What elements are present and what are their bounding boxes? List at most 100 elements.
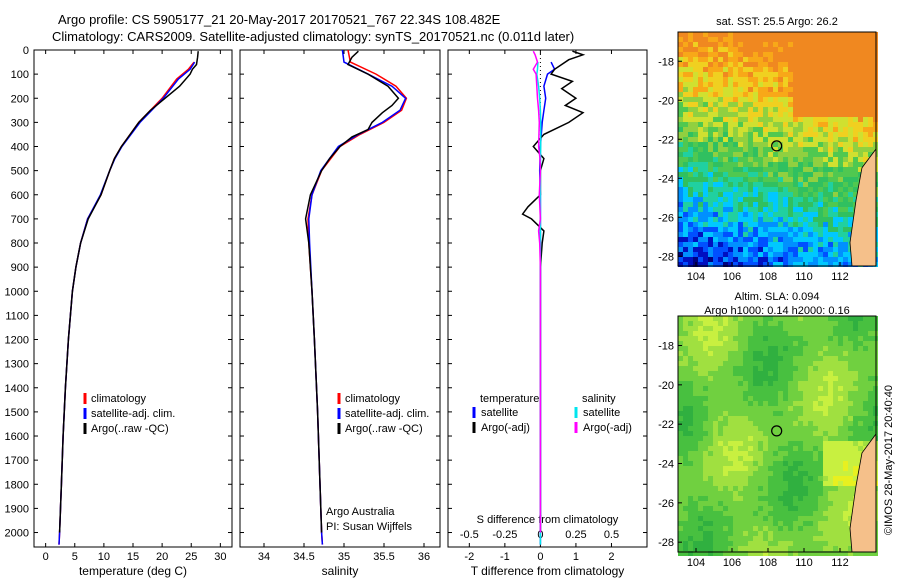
sla_map-cell — [728, 481, 733, 486]
sst_map-cell — [803, 87, 808, 92]
sla_map-cell — [698, 471, 703, 476]
sst_map-cell — [763, 87, 768, 92]
sla_map-cell — [773, 476, 778, 481]
sst_map-cell — [723, 87, 728, 92]
sst_map-cell — [853, 57, 858, 62]
sla_map-cell — [743, 326, 748, 331]
sst_map-cell — [808, 177, 813, 182]
sla_map-cell — [813, 391, 818, 396]
sst_map-cell — [748, 62, 753, 67]
sst_map-cell — [678, 77, 683, 82]
sla_map-cell — [718, 476, 723, 481]
sla_map-cell — [698, 476, 703, 481]
sla_map-cell — [813, 506, 818, 511]
sla_map-cell — [723, 491, 728, 496]
sst_map-cell — [683, 112, 688, 117]
sst_map-cell — [763, 197, 768, 202]
sla_map-cell — [678, 381, 683, 386]
sst_map-cell — [753, 262, 758, 267]
sst_map-cell — [693, 217, 698, 222]
sla_map-cell — [678, 511, 683, 516]
sst_map-cell — [773, 37, 778, 42]
sla_map-cell — [708, 371, 713, 376]
sst_map-cell — [833, 47, 838, 52]
sla_map-cell — [768, 376, 773, 381]
sst_map-cell — [683, 207, 688, 212]
sla_map-cell — [703, 321, 708, 326]
sst_map-cell — [753, 217, 758, 222]
sla_map-cell — [798, 376, 803, 381]
sst_map-cell — [843, 207, 848, 212]
sst_map-cell — [828, 227, 833, 232]
sla_map-cell — [738, 531, 743, 536]
sst_map-cell — [718, 197, 723, 202]
sst_map-cell — [813, 157, 818, 162]
sst_map-cell — [688, 57, 693, 62]
sla_map-cell — [828, 346, 833, 351]
sla_map-cell — [758, 471, 763, 476]
sla_map-cell — [853, 461, 858, 466]
sst_map-cell — [728, 67, 733, 72]
sla_map-cell — [718, 366, 723, 371]
sst_map-cell — [848, 82, 853, 87]
sla_map-cell — [803, 466, 808, 471]
sst_map-cell — [683, 97, 688, 102]
sst_map-cell — [688, 82, 693, 87]
sst_map-cell — [683, 57, 688, 62]
sst_map-cell — [778, 172, 783, 177]
sst_map-cell — [678, 32, 683, 37]
sst_map-cell — [813, 57, 818, 62]
sla_map-cell — [678, 486, 683, 491]
sst_map-cell — [773, 97, 778, 102]
sst_map-cell — [818, 122, 823, 127]
sst_map-cell — [728, 77, 733, 82]
sst_map-cell — [838, 252, 843, 257]
sst_map-cell — [748, 107, 753, 112]
sla_map-cell — [778, 511, 783, 516]
sst_map-cell — [823, 132, 828, 137]
sla_map-cell — [868, 391, 873, 396]
sst_map-cell — [698, 72, 703, 77]
sla_map-ytick-label: -28 — [658, 537, 674, 549]
sst_map-cell — [833, 217, 838, 222]
sla_map-cell — [858, 376, 863, 381]
sla_map-cell — [783, 501, 788, 506]
sst_map-cell — [718, 67, 723, 72]
sst_map-cell — [813, 207, 818, 212]
sla_map-cell — [728, 346, 733, 351]
sla_map-cell — [758, 376, 763, 381]
sla_map-cell — [748, 511, 753, 516]
sla_map-cell — [693, 401, 698, 406]
sla_map-cell — [703, 521, 708, 526]
sst_map-cell — [778, 102, 783, 107]
sst_map-cell — [818, 242, 823, 247]
sla_map-cell — [808, 456, 813, 461]
sla_map-cell — [853, 336, 858, 341]
sst_map-cell — [773, 62, 778, 67]
sla_map-cell — [708, 516, 713, 521]
sst_map-cell — [803, 52, 808, 57]
sla_map-cell — [703, 356, 708, 361]
sst_map-cell — [838, 72, 843, 77]
sla_map-cell — [743, 401, 748, 406]
sla_map-cell — [833, 386, 838, 391]
sst_map-cell — [828, 192, 833, 197]
sst_map-cell — [868, 97, 873, 102]
sst_map-cell — [713, 152, 718, 157]
sst_map-cell — [708, 57, 713, 62]
sst_map-cell — [718, 92, 723, 97]
sla_map-cell — [743, 551, 748, 556]
sst_map-cell — [853, 107, 858, 112]
sla_map-cell — [708, 496, 713, 501]
sst_map-cell — [753, 167, 758, 172]
sst_map-cell — [693, 92, 698, 97]
sst_map-cell — [763, 67, 768, 72]
sst_map-cell — [693, 252, 698, 257]
sla_map-cell — [838, 511, 843, 516]
depth-tick-label: 400 — [11, 142, 29, 154]
sst_map-cell — [748, 152, 753, 157]
sst_map-cell — [838, 32, 843, 37]
sla_map-cell — [713, 546, 718, 551]
sst_map-cell — [758, 217, 763, 222]
sst_map-cell — [733, 82, 738, 87]
